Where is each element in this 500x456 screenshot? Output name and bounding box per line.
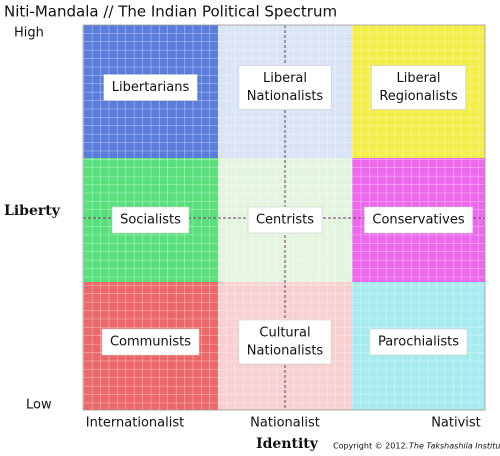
cell-label: Liberal xyxy=(396,71,440,86)
y-low: Low xyxy=(26,398,52,413)
cell-label: Libertarians xyxy=(112,80,190,95)
cell-label: Nationalists xyxy=(247,89,324,104)
label-box xyxy=(369,328,468,356)
institution: The Takshashila Institution xyxy=(409,442,500,451)
label-box xyxy=(101,328,200,356)
x-tick: Nativist xyxy=(431,416,481,431)
label-box xyxy=(103,74,198,101)
label-box xyxy=(247,206,323,234)
grid-cells: Libertarians Liberal Nationalists Liberal Re… xyxy=(82,24,486,411)
grid-border xyxy=(82,24,486,411)
cell-label: Socialists xyxy=(120,213,181,228)
cell-label: Cultural xyxy=(259,326,310,341)
cell-label: Nationalists xyxy=(247,344,324,359)
cell-label: Regionalists xyxy=(379,89,458,104)
y-label: Liberty xyxy=(4,203,61,219)
x-tick: Internationalist xyxy=(86,416,184,431)
label-box xyxy=(238,319,332,365)
y-high: High xyxy=(14,26,44,41)
cell-label: Communists xyxy=(110,335,191,350)
cell-label: Centrists xyxy=(256,213,314,228)
cell-label: Conservatives xyxy=(372,213,464,228)
cell-label: Parochialists xyxy=(378,335,459,350)
x-tick: Nationalist xyxy=(250,416,320,431)
x-label: Identity xyxy=(256,436,319,452)
label-box xyxy=(238,65,332,110)
label-box xyxy=(371,65,466,110)
copyright: Copyright © 2012. xyxy=(333,442,408,451)
cell-label: Liberal xyxy=(263,71,307,86)
title: Niti-Mandala // The Indian Political Spe… xyxy=(4,3,337,21)
label-box xyxy=(111,206,190,234)
label-box xyxy=(364,206,473,234)
